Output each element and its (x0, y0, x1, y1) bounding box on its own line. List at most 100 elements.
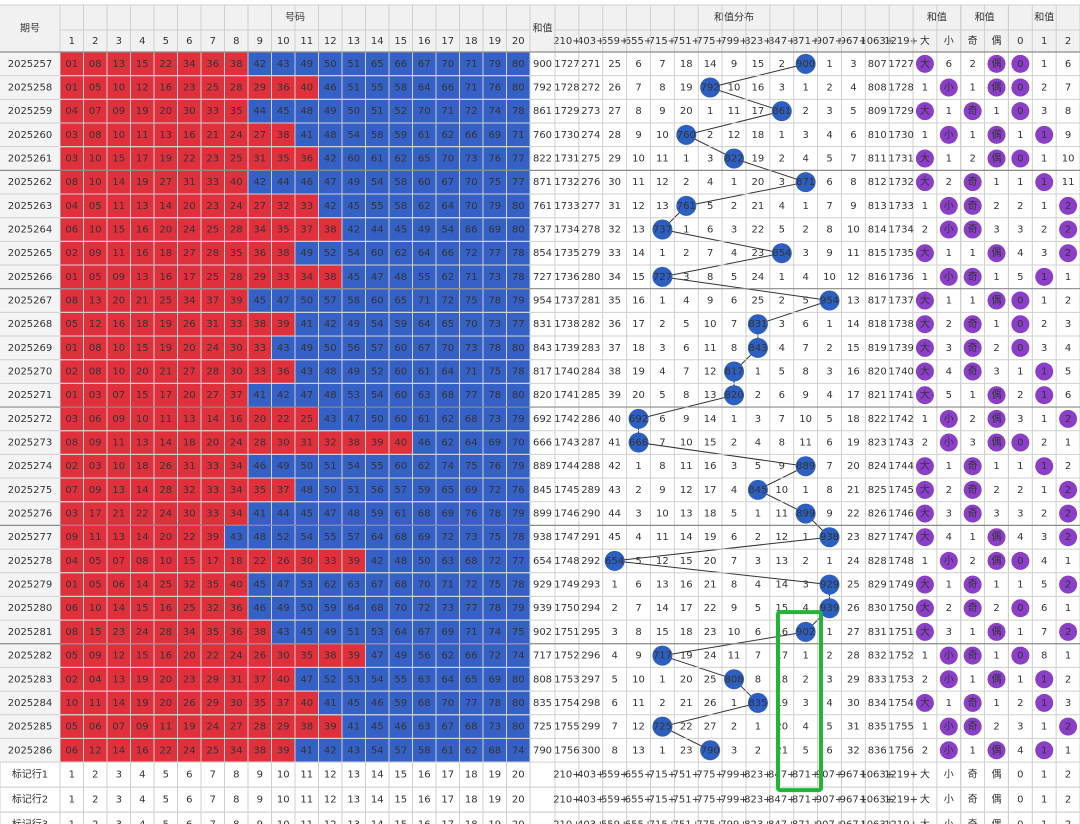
number: 52 (324, 674, 337, 685)
stat-ball (1035, 457, 1054, 476)
number: 01 (65, 59, 78, 70)
number-cell (389, 218, 412, 241)
omission: 23 (704, 627, 717, 638)
stat-ball-label: 偶 (992, 57, 1002, 70)
number: 57 (347, 532, 360, 543)
number-cell (107, 123, 130, 147)
number: 65 (371, 59, 384, 70)
stat-omission: 1 (946, 698, 952, 709)
number: 48 (300, 485, 313, 496)
number: 68 (418, 509, 431, 520)
omission: 6 (731, 296, 737, 307)
stat-ball-label: 偶 (992, 672, 1002, 685)
number-cell (201, 312, 224, 336)
stat-ball-label: 偶 (992, 128, 1002, 141)
number: 24 (230, 130, 243, 141)
stat-ball (1035, 173, 1054, 192)
footer-number: 17 (441, 820, 454, 824)
number-cell (413, 265, 436, 289)
stat-ball-label: 奇 (968, 483, 978, 496)
omission: 7 (731, 556, 737, 567)
stat-omission: 3 (1017, 509, 1023, 520)
stat-omission: 2 (969, 154, 975, 165)
number: 56 (347, 343, 360, 354)
stat-omission: 1 (946, 461, 952, 472)
number: 73 (488, 319, 501, 330)
number: 69 (465, 485, 478, 496)
col-header-number: 12 (324, 36, 337, 47)
omission: 2 (779, 59, 785, 70)
col-header-number: 18 (465, 36, 478, 47)
sum-ball (795, 456, 816, 477)
number: 68 (465, 722, 478, 733)
footer-number: 15 (394, 820, 407, 824)
number: 50 (324, 485, 337, 496)
number: 47 (371, 272, 384, 283)
omission: 4 (683, 296, 689, 307)
number: 80 (512, 343, 525, 354)
number: 71 (465, 83, 478, 94)
stat-ball-label: 0 (1017, 296, 1023, 307)
stat-omission: 1 (1017, 367, 1023, 378)
number-cell (483, 383, 506, 407)
number: 31 (183, 461, 196, 472)
stat-ball (963, 338, 982, 357)
number-cell (342, 147, 365, 170)
omission: 40 (608, 414, 621, 425)
number: 10 (112, 130, 125, 141)
col-header-dist: 1219+ (884, 36, 918, 47)
number: 77 (512, 177, 525, 188)
header-dist: 和值分布 (714, 11, 754, 24)
omission: 20 (847, 461, 860, 472)
omission: 8 (755, 674, 761, 685)
omission: 2 (659, 698, 665, 709)
number-cell (483, 336, 506, 360)
omission: 23 (752, 248, 765, 259)
number: 08 (89, 130, 102, 141)
col-header-number: 5 (163, 36, 169, 47)
number: 04 (65, 556, 78, 567)
number-cell (178, 360, 201, 383)
number: 12 (89, 745, 102, 756)
number: 62 (418, 201, 431, 212)
stat-omission: 1 (969, 390, 975, 401)
omission: 1731 (554, 154, 579, 165)
stat-ball (939, 196, 958, 215)
stat-ball-label: 1 (1041, 177, 1047, 188)
number: 75 (488, 580, 501, 591)
number: 72 (465, 248, 478, 259)
stat-omission: 4 (1041, 556, 1047, 567)
omission: 7 (755, 651, 761, 662)
number: 69 (488, 674, 501, 685)
number: 55 (324, 532, 337, 543)
omission: 1 (802, 532, 808, 543)
omission: 287 (581, 438, 600, 449)
number: 05 (89, 556, 102, 567)
stat-omission: 3 (969, 438, 975, 449)
number-cell (272, 360, 295, 383)
number: 60 (394, 461, 407, 472)
stat-ball-label: 2 (1065, 414, 1071, 425)
number: 31 (300, 438, 313, 449)
stat-ball (987, 244, 1006, 263)
omission: 819 (868, 343, 887, 354)
number: 44 (277, 509, 290, 520)
number: 80 (512, 225, 525, 236)
number: 15 (112, 225, 125, 236)
number: 53 (300, 580, 313, 591)
number: 60 (418, 177, 431, 188)
omission: 42 (608, 461, 621, 472)
omission: 2 (802, 556, 808, 567)
number: 49 (300, 59, 313, 70)
stat-ball-label: 1 (1041, 390, 1047, 401)
number-cell (295, 383, 318, 407)
number-cell (225, 312, 248, 336)
number: 61 (371, 154, 384, 165)
number: 33 (253, 367, 266, 378)
sum-ball (676, 124, 697, 145)
number-cell (436, 336, 459, 360)
number-cell (342, 241, 365, 265)
number-cell (366, 383, 389, 407)
number: 42 (324, 154, 337, 165)
sum-ball (747, 337, 768, 358)
